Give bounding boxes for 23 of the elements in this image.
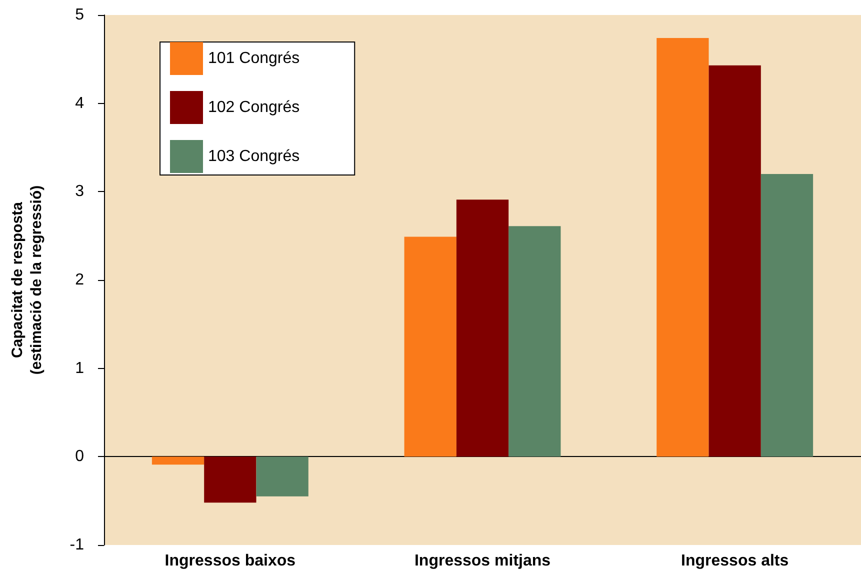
bar <box>508 226 561 457</box>
y-tick-label: -1 <box>70 536 84 554</box>
y-tick-label: 5 <box>75 6 84 24</box>
bar <box>152 456 204 465</box>
y-tick-label: 2 <box>75 272 84 288</box>
legend-label: 102 Congrés <box>208 99 300 116</box>
bar <box>656 38 709 457</box>
bar <box>204 456 256 503</box>
bar <box>456 200 509 457</box>
y-tick-label: 0 <box>75 448 84 466</box>
bar <box>404 236 456 457</box>
bar <box>760 174 814 457</box>
y-tick-label: 4 <box>75 94 84 112</box>
y-tick-label: 1 <box>75 360 84 377</box>
x-tick-label: Ingressos baixos <box>164 552 296 570</box>
bar <box>256 456 308 496</box>
bar <box>708 65 761 457</box>
x-tick-label: Ingressos alts <box>681 552 789 570</box>
legend-label: 103 Congrés <box>208 148 300 165</box>
x-tick-label: Ingressos mitjans <box>414 552 551 570</box>
legend-label: 101 Congrés <box>208 50 300 67</box>
y-axis-title: Capacitat de resposta (estimació de la regressió) <box>9 185 45 375</box>
y-tick-label: 3 <box>75 183 84 200</box>
